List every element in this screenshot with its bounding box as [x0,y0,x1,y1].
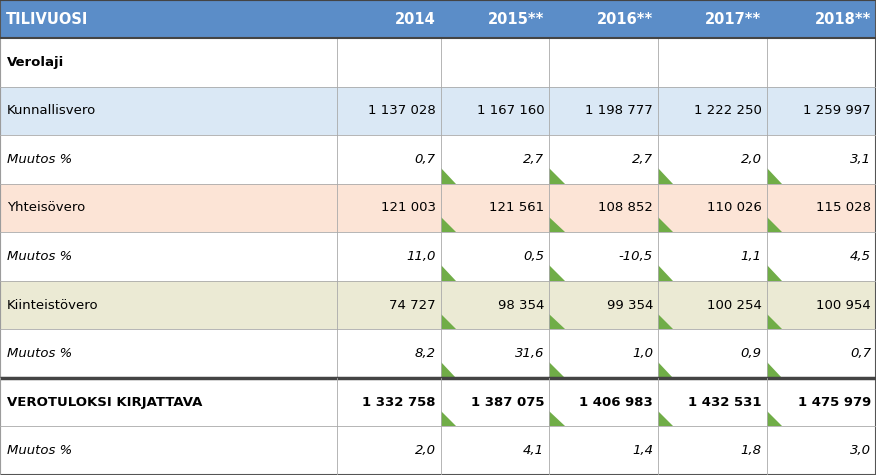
Text: Muutos %: Muutos % [7,250,72,263]
Bar [0,329,876,378]
Bar [658,0,766,38]
Bar [0,38,876,86]
Text: Kunnallisvero: Kunnallisvero [7,104,96,117]
Text: 1,1: 1,1 [740,250,761,263]
Bar [0,281,876,329]
Text: 31,6: 31,6 [515,347,544,360]
Text: 1 432 531: 1 432 531 [688,396,761,408]
Polygon shape [441,362,456,378]
Polygon shape [658,411,674,427]
Polygon shape [766,265,782,281]
Polygon shape [549,314,565,329]
Text: 3,1: 3,1 [850,153,871,166]
Text: 2,7: 2,7 [523,153,544,166]
Bar [0,0,337,38]
Text: 108 852: 108 852 [598,201,653,214]
Text: VEROTULOKSI KIRJATTAVA: VEROTULOKSI KIRJATTAVA [7,396,202,408]
Polygon shape [441,265,456,281]
Polygon shape [658,217,674,232]
Text: 2015**: 2015** [488,11,544,27]
Bar [766,0,876,38]
Polygon shape [766,168,782,184]
Polygon shape [549,217,565,232]
Text: 115 028: 115 028 [816,201,871,214]
Polygon shape [766,411,782,427]
Text: -10,5: -10,5 [618,250,653,263]
Text: 1 222 250: 1 222 250 [694,104,761,117]
Text: 2018**: 2018** [815,11,871,27]
Text: 2,0: 2,0 [740,153,761,166]
Text: 98 354: 98 354 [498,299,544,312]
Polygon shape [441,314,456,329]
Text: 11,0: 11,0 [406,250,435,263]
Polygon shape [441,411,456,427]
Polygon shape [549,265,565,281]
Text: 4,1: 4,1 [523,444,544,457]
Bar [0,184,876,232]
Text: 1 406 983: 1 406 983 [579,396,653,408]
Text: 3,0: 3,0 [850,444,871,457]
Bar [337,0,441,38]
Text: 0,5: 0,5 [523,250,544,263]
Bar [0,232,876,281]
Bar [0,378,876,427]
Text: 1 259 997: 1 259 997 [803,104,871,117]
Text: 74 727: 74 727 [389,299,435,312]
Text: 121 003: 121 003 [381,201,435,214]
Text: 100 254: 100 254 [707,299,761,312]
Bar [549,0,658,38]
Text: 99 354: 99 354 [606,299,653,312]
Text: 1 387 075: 1 387 075 [470,396,544,408]
Text: Kiinteistövero: Kiinteistövero [7,299,99,312]
Polygon shape [549,362,565,378]
Polygon shape [549,168,565,184]
Text: Yhteisövero: Yhteisövero [7,201,85,214]
Text: 2017**: 2017** [705,11,761,27]
Polygon shape [549,411,565,427]
Bar [0,427,876,475]
Text: 121 561: 121 561 [489,201,544,214]
Text: 1 475 979: 1 475 979 [798,396,871,408]
Text: 0,9: 0,9 [740,347,761,360]
Polygon shape [441,217,456,232]
Text: 110 026: 110 026 [707,201,761,214]
Text: 0,7: 0,7 [850,347,871,360]
Text: TILIVUOSI: TILIVUOSI [6,11,88,27]
Polygon shape [766,217,782,232]
Text: 8,2: 8,2 [414,347,435,360]
Text: 1 167 160: 1 167 160 [477,104,544,117]
Bar [441,0,549,38]
Text: 1,4: 1,4 [632,444,653,457]
Text: Muutos %: Muutos % [7,444,72,457]
Polygon shape [441,168,456,184]
Text: 1 198 777: 1 198 777 [585,104,653,117]
Text: 2,7: 2,7 [632,153,653,166]
Text: 2014: 2014 [395,11,435,27]
Bar [0,86,876,135]
Polygon shape [658,265,674,281]
Text: 1 332 758: 1 332 758 [362,396,435,408]
Text: 2,0: 2,0 [414,444,435,457]
Text: 2016**: 2016** [597,11,653,27]
Text: 100 954: 100 954 [816,299,871,312]
Text: Muutos %: Muutos % [7,153,72,166]
Bar [0,135,876,184]
Polygon shape [766,362,782,378]
Text: Muutos %: Muutos % [7,347,72,360]
Text: 4,5: 4,5 [850,250,871,263]
Polygon shape [658,362,674,378]
Text: 1,0: 1,0 [632,347,653,360]
Polygon shape [766,314,782,329]
Text: 1 137 028: 1 137 028 [368,104,435,117]
Text: 0,7: 0,7 [414,153,435,166]
Polygon shape [658,314,674,329]
Text: Verolaji: Verolaji [7,56,64,69]
Polygon shape [658,168,674,184]
Text: 1,8: 1,8 [740,444,761,457]
